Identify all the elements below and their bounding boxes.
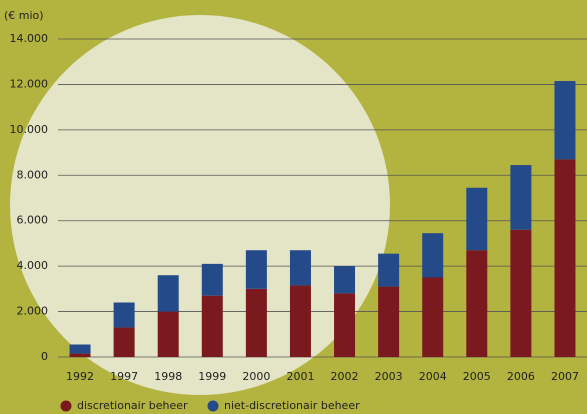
bar-segment — [422, 233, 444, 278]
bar-segment — [201, 263, 223, 296]
y-tick-label: 0 — [41, 350, 48, 363]
bar-segment — [201, 295, 223, 357]
legend-label: niet-discretionair beheer — [224, 399, 360, 412]
bar-segment — [554, 159, 576, 357]
x-tick-label: 2001 — [286, 370, 314, 383]
bar-segment — [157, 311, 179, 357]
bar-segment — [69, 344, 91, 354]
y-tick-label: 12.000 — [10, 77, 49, 90]
y-tick-label: 8.000 — [17, 168, 49, 181]
bar-segment — [378, 286, 400, 357]
bar-segment — [289, 250, 311, 286]
y-tick-label: 6.000 — [17, 214, 49, 227]
y-tick-label: 2.000 — [17, 305, 49, 318]
x-tick-label: 2003 — [375, 370, 403, 383]
x-tick-label: 2004 — [419, 370, 447, 383]
bar-segment — [334, 266, 356, 294]
legend-swatch — [60, 400, 72, 412]
bar-segment — [334, 293, 356, 357]
bar-segment — [422, 277, 444, 357]
bar-segment — [466, 187, 488, 251]
x-tick-label: 2005 — [463, 370, 491, 383]
bar-segment — [113, 302, 135, 328]
bar-segment — [378, 253, 400, 287]
bar-segment — [113, 327, 135, 357]
legend-label: discretionair beheer — [77, 399, 188, 412]
x-tick-label: 2002 — [331, 370, 359, 383]
x-tick-label: 2007 — [551, 370, 579, 383]
x-tick-label: 1997 — [110, 370, 138, 383]
y-axis-label: (€ mio) — [4, 9, 44, 22]
bar-segment — [157, 275, 179, 312]
y-tick-label: 10.000 — [10, 123, 49, 136]
bar-segment — [554, 81, 576, 160]
bar-segment — [245, 288, 267, 357]
y-tick-label: 14.000 — [10, 32, 49, 45]
x-tick-label: 1992 — [66, 370, 94, 383]
decor-circle — [10, 15, 390, 395]
bar-segment — [510, 165, 532, 230]
x-tick-label: 2000 — [242, 370, 270, 383]
x-tick-label: 1998 — [154, 370, 182, 383]
y-tick-label: 4.000 — [17, 259, 49, 272]
x-tick-label: 1999 — [198, 370, 226, 383]
x-tick-label: 2006 — [507, 370, 535, 383]
bar-segment — [245, 250, 267, 289]
bar-segment — [289, 285, 311, 357]
bar-segment — [466, 250, 488, 357]
legend-swatch — [207, 400, 219, 412]
bar-segment — [69, 353, 91, 357]
bar-segment — [510, 229, 532, 357]
